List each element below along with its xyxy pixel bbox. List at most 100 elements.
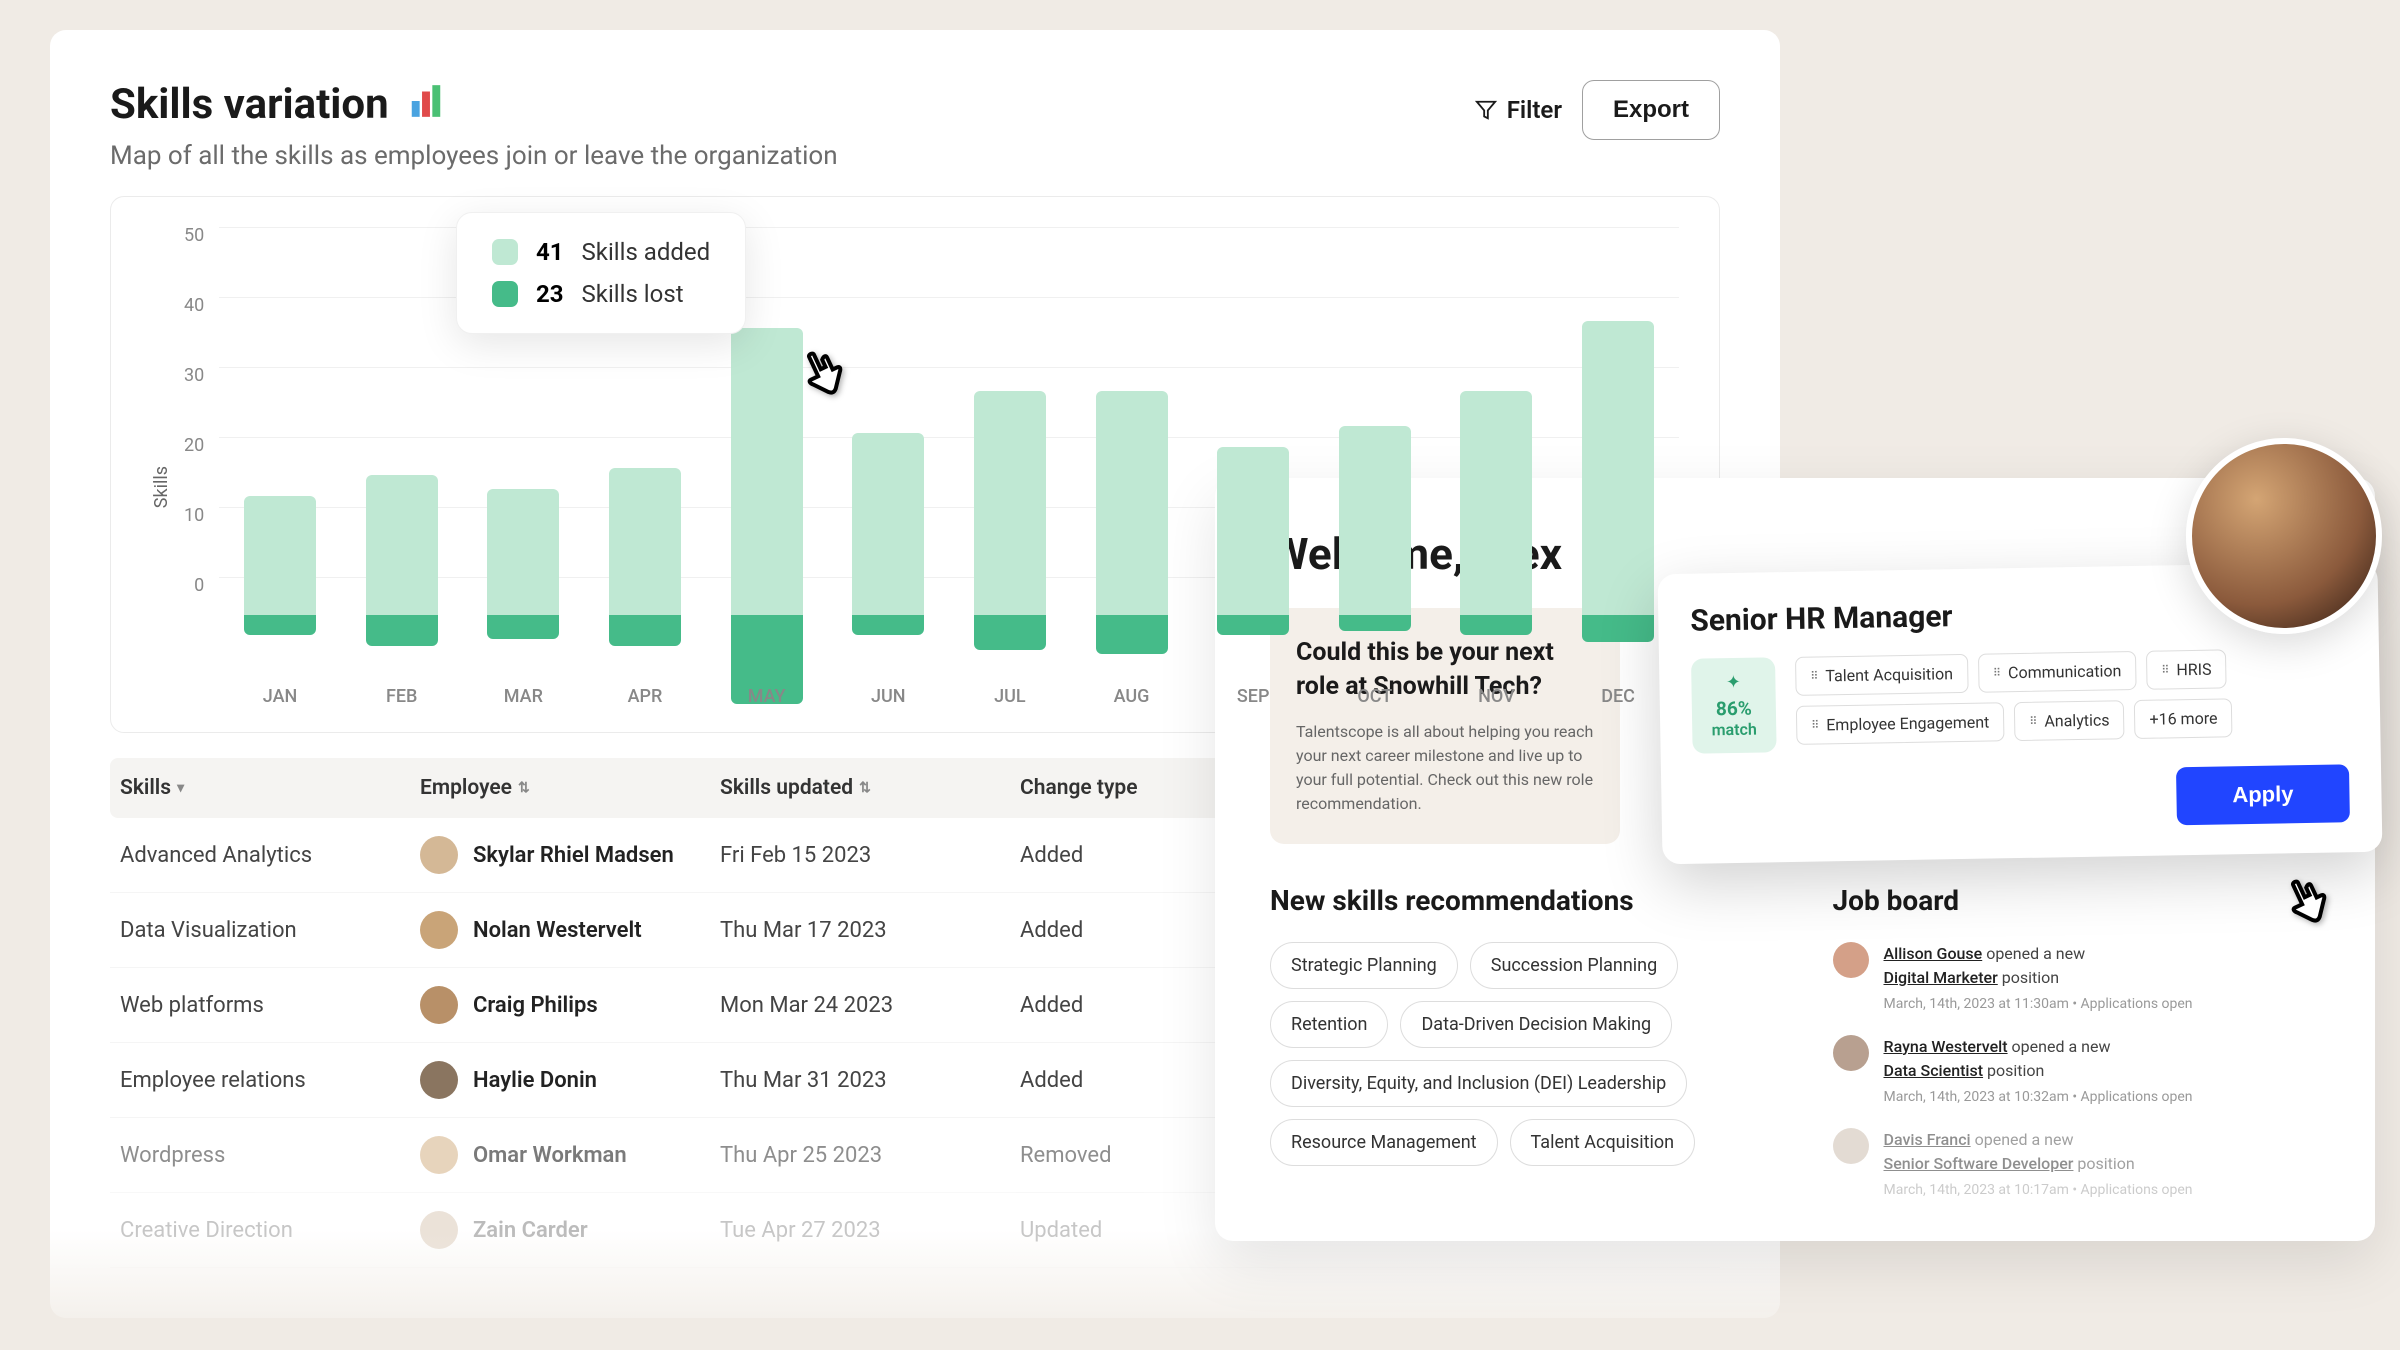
export-button[interactable]: Export [1582, 80, 1720, 140]
page-title: Skills variation [110, 80, 838, 131]
chart-tooltip: 41 Skills added 23 Skills lost [456, 212, 746, 334]
bar-added [1096, 391, 1168, 615]
bar-label: MAR [504, 686, 543, 707]
y-axis-label: Skills [151, 426, 172, 508]
col-employee[interactable]: Employee ⇅ [420, 776, 720, 800]
bar-group[interactable]: JAN [244, 227, 316, 707]
bar-label: MAY [748, 686, 786, 707]
hr-skill-tag[interactable]: ⠿Analytics [2014, 700, 2125, 741]
cell-employee: Nolan Westervelt [420, 911, 720, 949]
swatch-added [492, 239, 518, 265]
job-role-link[interactable]: Senior Software Developer [1884, 1154, 2074, 1173]
bar-lost [1582, 615, 1654, 642]
bar-label: FEB [386, 686, 417, 707]
cell-date: Thu Mar 31 2023 [720, 1068, 1020, 1093]
bar-added [852, 433, 924, 615]
avatar [420, 911, 458, 949]
avatar [420, 836, 458, 874]
cell-date: Thu Mar 17 2023 [720, 918, 1020, 943]
cell-employee: Skylar Rhiel Madsen [420, 836, 720, 874]
chart-icon [407, 82, 445, 131]
page-subtitle: Map of all the skills as employees join … [110, 141, 838, 171]
bar-group[interactable]: NOV [1460, 227, 1532, 707]
hr-more-tag[interactable]: +16 more [2134, 698, 2233, 739]
job-item[interactable]: Rayna Westervelt opened a new Data Scien… [1833, 1035, 2336, 1108]
bar-label: DEC [1601, 686, 1635, 707]
title-section: Skills variation Map of all the skills a… [110, 80, 838, 171]
job-role-link[interactable]: Digital Marketer [1884, 968, 1998, 987]
cell-date: Mon Mar 24 2023 [720, 993, 1020, 1018]
y-tick: 20 [184, 437, 204, 507]
skill-tag[interactable]: Diversity, Equity, and Inclusion (DEI) L… [1270, 1060, 1687, 1107]
cursor-icon [2275, 870, 2339, 948]
bar-group[interactable]: DEC [1582, 227, 1654, 707]
skill-tag[interactable]: Retention [1270, 1001, 1388, 1048]
card-header: Skills variation Map of all the skills a… [110, 80, 1720, 171]
bar-lost [1217, 615, 1289, 634]
bar-label: APR [628, 686, 663, 707]
bar-group[interactable]: SEP [1217, 227, 1289, 707]
dots-icon: ⠿ [2029, 715, 2036, 728]
y-tick: 0 [184, 577, 204, 647]
bar-group[interactable]: OCT [1339, 227, 1411, 707]
skill-tag[interactable]: Strategic Planning [1270, 942, 1458, 989]
job-meta: March, 14th, 2023 at 11:30am • Applicati… [1884, 994, 2193, 1015]
job-board-title: Job board [1833, 884, 2336, 917]
col-skills[interactable]: Skills ▾ [120, 776, 420, 800]
job-person-link[interactable]: Allison Gouse [1884, 944, 1983, 963]
bar-lost [366, 615, 438, 646]
y-ticks: 50403020100 [184, 227, 219, 667]
job-item[interactable]: Davis Franci opened a new Senior Softwar… [1833, 1128, 2336, 1201]
skill-tag[interactable]: Talent Acquisition [1510, 1119, 1696, 1166]
hr-skill-tag[interactable]: ⠿Communication [1978, 651, 2137, 693]
hr-skill-tag[interactable]: ⠿HRIS [2146, 649, 2227, 689]
tooltip-added-value: 41 [536, 238, 564, 266]
skill-tag[interactable]: Succession Planning [1470, 942, 1678, 989]
job-item[interactable]: Allison Gouse opened a new Digital Marke… [1833, 942, 2336, 1015]
bar-group[interactable]: JUN [852, 227, 924, 707]
y-tick: 50 [184, 227, 204, 297]
cell-skill: Advanced Analytics [120, 843, 420, 868]
dots-icon: ⠿ [2161, 663, 2168, 676]
y-tick: 40 [184, 297, 204, 367]
bar-added [1460, 391, 1532, 615]
hr-skill-tag[interactable]: ⠿Talent Acquisition [1795, 654, 1968, 696]
bar-group[interactable]: FEB [366, 227, 438, 707]
dots-icon: ⠿ [1810, 670, 1817, 683]
cell-skill: Data Visualization [120, 918, 420, 943]
job-person-link[interactable]: Rayna Westervelt [1884, 1037, 2008, 1056]
skill-tag[interactable]: Data-Driven Decision Making [1400, 1001, 1672, 1048]
cell-skill: Creative Direction [120, 1218, 420, 1243]
next-role-body: Talentscope is all about helping you rea… [1296, 720, 1594, 816]
bars-area: JAN FEB MAR APR MAY JUN JUL AUG SEP OCT NOV DEC [219, 227, 1679, 707]
hr-skill-tag[interactable]: ⠿Employee Engagement [1796, 702, 2005, 745]
skill-tags: Strategic Planning Succession Planning Ret… [1270, 942, 1773, 1166]
filter-button[interactable]: Filter [1475, 96, 1562, 124]
match-word: match [1704, 719, 1764, 739]
col-updated[interactable]: Skills updated ⇅ [720, 776, 1020, 800]
avatar [420, 1136, 458, 1174]
bar-added [366, 475, 438, 615]
bar-lost [974, 615, 1046, 650]
skill-tag[interactable]: Resource Management [1270, 1119, 1498, 1166]
bar-lost [1096, 615, 1168, 654]
cell-employee: Craig Philips [420, 986, 720, 1024]
job-role-link[interactable]: Data Scientist [1884, 1061, 1984, 1080]
job-person-link[interactable]: Davis Franci [1884, 1130, 1971, 1149]
job-board: Job board Allison Gouse opened a new Dig… [1833, 884, 2336, 1201]
bar-label: JUL [994, 686, 1026, 707]
bar-added [1339, 426, 1411, 615]
user-avatar-large[interactable] [2186, 438, 2382, 634]
apply-button[interactable]: Apply [2176, 764, 2350, 825]
sort-icon: ⇅ [859, 780, 871, 796]
bar-added [974, 391, 1046, 615]
bar-label: SEP [1237, 686, 1270, 707]
bar-lost [852, 615, 924, 634]
cell-employee: Zain Carder [420, 1211, 720, 1249]
skills-recommendations: New skills recommendations Strategic Pla… [1270, 884, 1773, 1201]
avatar [1833, 942, 1869, 978]
bar-label: JUN [871, 686, 906, 707]
bar-group[interactable]: AUG [1096, 227, 1168, 707]
bar-group[interactable]: JUL [974, 227, 1046, 707]
skills-rec-title: New skills recommendations [1270, 884, 1773, 917]
